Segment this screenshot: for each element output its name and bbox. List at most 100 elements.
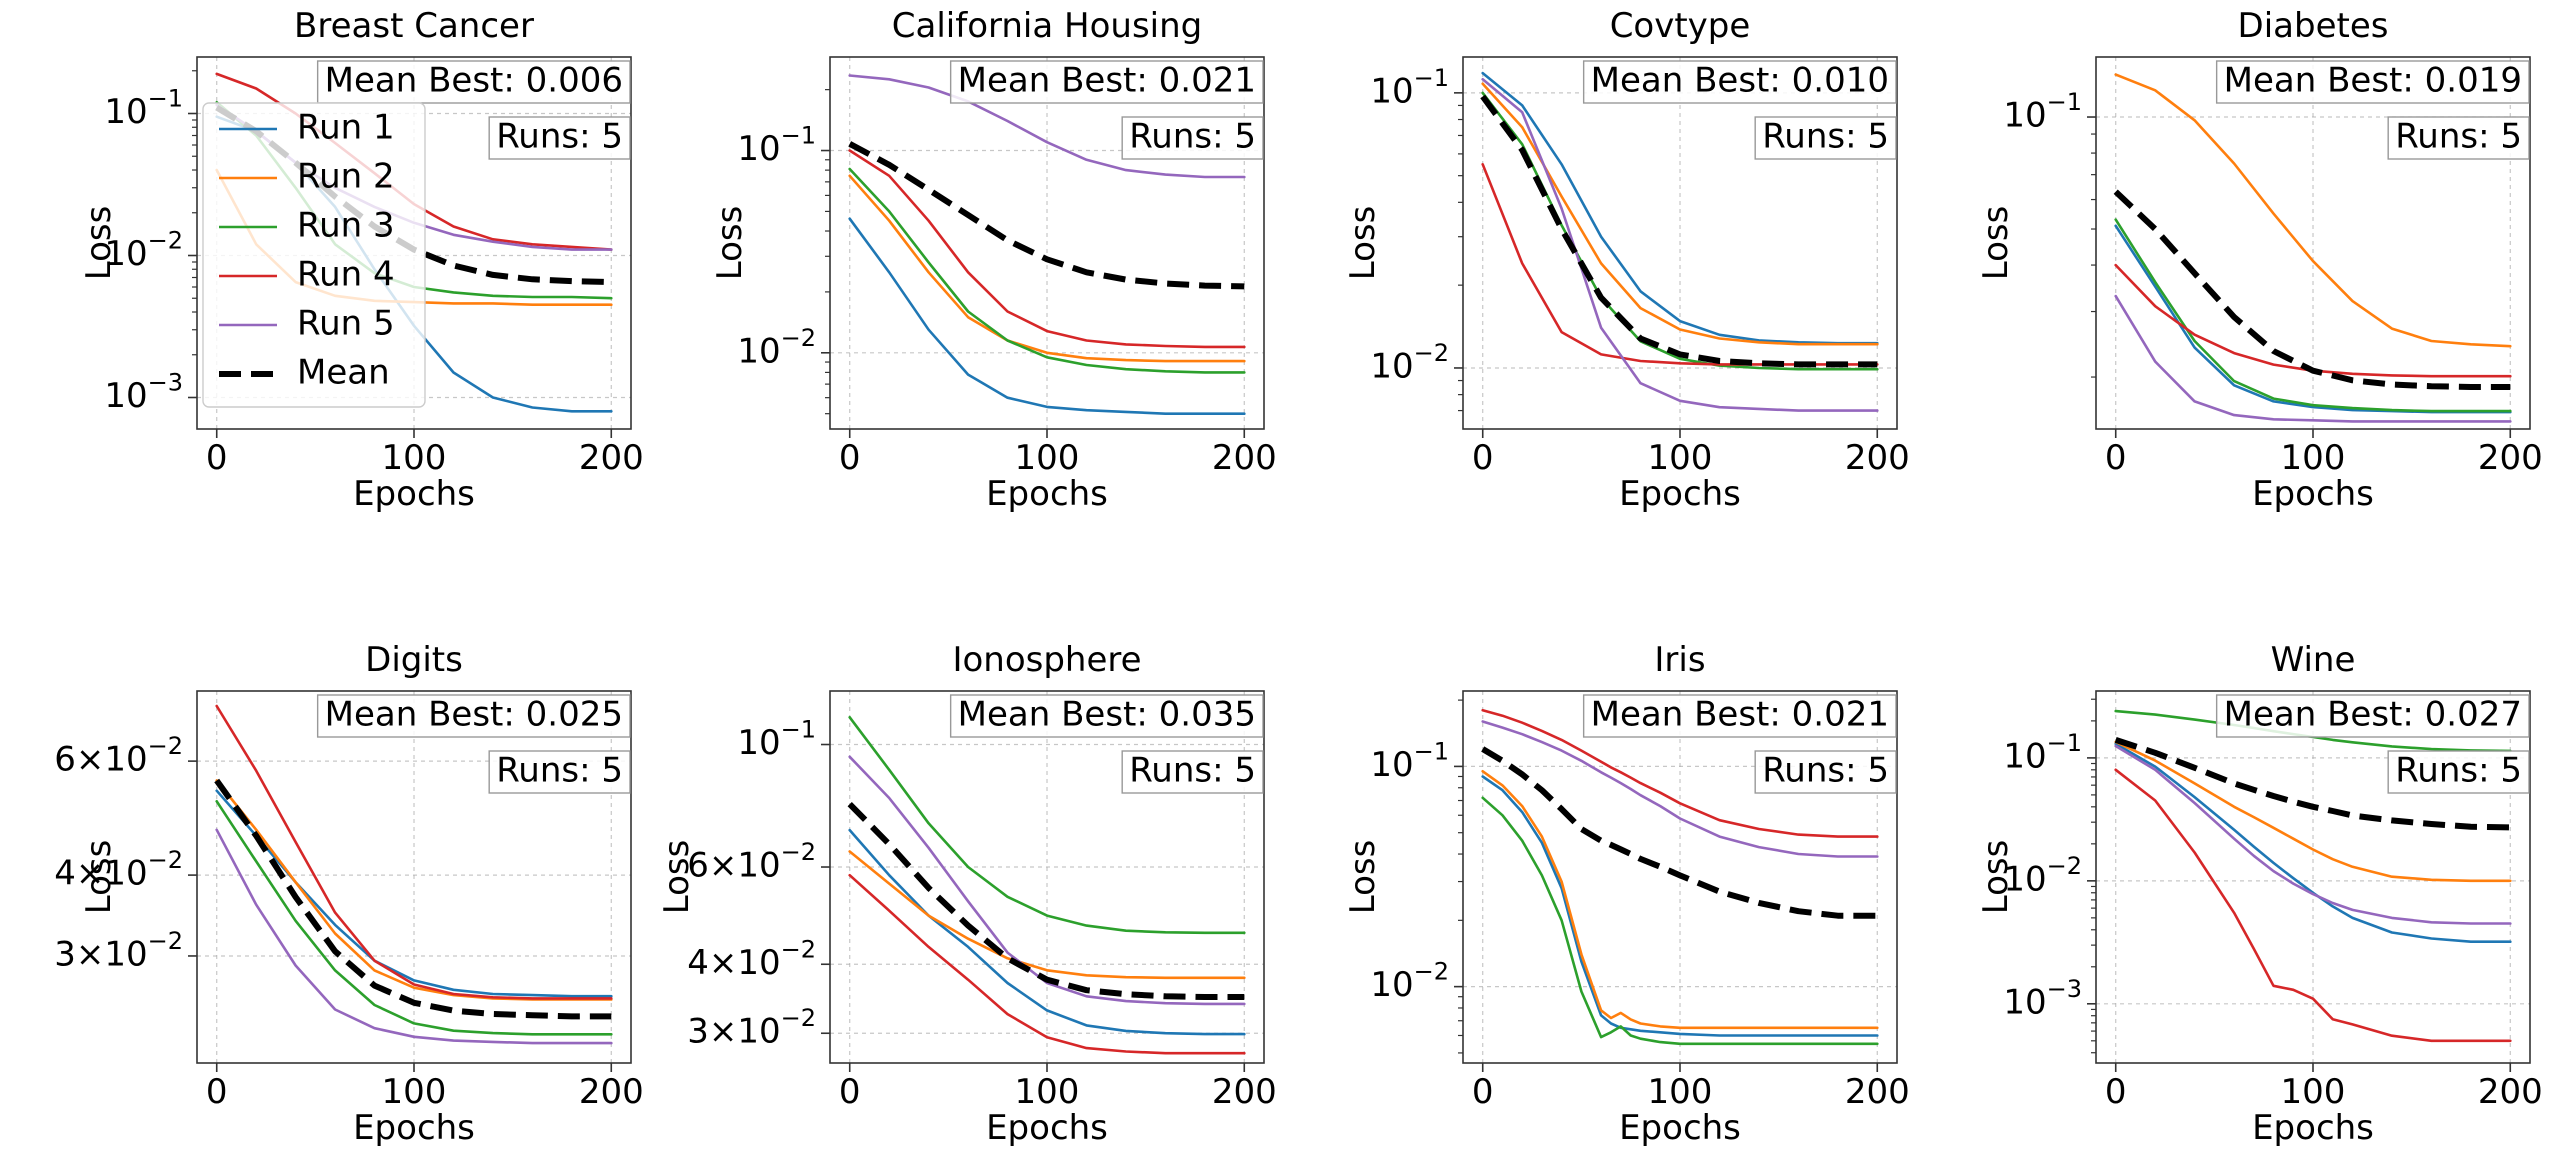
series-line-run-3 — [848, 167, 1246, 374]
y-tick-label: 10−1 — [2003, 88, 2082, 136]
legend-label-run-1: Run 1 — [297, 108, 395, 148]
subplot-title: Wine — [2271, 640, 2356, 680]
x-tick-label: 0 — [1472, 438, 1494, 478]
x-axis-label: Epochs — [2252, 1108, 2374, 1148]
mean-best-annotation: Mean Best: 0.021 — [949, 60, 1264, 104]
legend-label-mean: Mean — [297, 353, 390, 393]
subplot-title: California Housing — [892, 6, 1202, 46]
x-tick-label: 0 — [2105, 438, 2127, 478]
series-line-run-5 — [2114, 294, 2512, 423]
series-line-mean — [1481, 746, 1878, 919]
x-axis-label: Epochs — [986, 1108, 1108, 1148]
y-tick-label: 10−2 — [1370, 958, 1449, 1006]
series-line-run-1 — [2114, 742, 2512, 944]
series-line-run-4 — [848, 873, 1246, 1055]
series-group — [2114, 709, 2512, 1043]
x-tick-label: 200 — [579, 438, 644, 478]
runs-annotation-text: Runs: 5 — [496, 751, 623, 791]
series-line-mean — [2114, 737, 2511, 831]
runs-annotation-text: Runs: 5 — [2395, 117, 2522, 157]
y-tick-exponent: −3 — [2047, 975, 2082, 1003]
y-tick-label: 10−2 — [737, 324, 816, 372]
series-line-run-3 — [848, 715, 1246, 935]
series-line-run-5 — [848, 755, 1246, 1006]
series-line-run-3 — [1481, 796, 1879, 1046]
y-tick-label: 6×10−2 — [54, 732, 183, 780]
x-tick-label: 100 — [2281, 438, 2346, 478]
runs-annotation-text: Runs: 5 — [1129, 751, 1256, 791]
runs-annotation: Runs: 5 — [1754, 116, 1897, 160]
runs-annotation-box — [1754, 750, 1897, 794]
y-tick-exponent: −2 — [148, 227, 183, 255]
runs-annotation: Runs: 5 — [1121, 750, 1264, 794]
y-tick-exponent: −2 — [1414, 958, 1449, 986]
y-tick-label: 10−3 — [104, 368, 183, 416]
y-tick-label: 10−1 — [1370, 64, 1449, 112]
series-line-run-4 — [848, 149, 1246, 349]
mean-best-annotation-text: Mean Best: 0.010 — [1591, 61, 1889, 101]
x-axis-label: Epochs — [2252, 474, 2374, 514]
mean-best-annotation-text: Mean Best: 0.021 — [1591, 695, 1889, 735]
y-tick-exponent: −1 — [781, 122, 816, 150]
mean-best-annotation-text: Mean Best: 0.025 — [325, 695, 623, 735]
runs-annotation: Runs: 5 — [488, 116, 631, 160]
y-axis-label: Loss — [1343, 206, 1383, 281]
series-group — [214, 704, 613, 1045]
runs-annotation-text: Runs: 5 — [2395, 751, 2522, 791]
series-line-run-5 — [2114, 744, 2512, 925]
x-tick-label: 100 — [2281, 1072, 2346, 1112]
runs-annotation: Runs: 5 — [1754, 750, 1897, 794]
mean-best-annotation: Mean Best: 0.010 — [1582, 60, 1897, 104]
runs-annotation: Runs: 5 — [488, 750, 631, 794]
x-tick-label: 0 — [206, 1072, 228, 1112]
series-group — [847, 715, 1246, 1055]
y-tick-exponent: −2 — [781, 838, 816, 866]
series-line-run-5 — [1481, 720, 1879, 858]
y-tick-label: 10−3 — [2003, 975, 2082, 1023]
series-line-run-1 — [848, 217, 1246, 416]
series-group — [848, 74, 1246, 416]
x-tick-label: 100 — [382, 438, 447, 478]
y-tick-exponent: −2 — [781, 324, 816, 352]
subplot-california-housing: 0 100 200 10−2 10−1 California Housing Epochs L… — [710, 6, 1277, 514]
subplot-iris: 0 100 200 10−2 10−1 Iris Epochs Loss Mean Best: … — [1343, 640, 1910, 1148]
legend: Run 1 Run 2 Run 3 Run 4 Run 5 Mean — [202, 102, 426, 408]
mean-best-annotation: Mean Best: 0.006 — [316, 60, 631, 104]
y-axis-label: Loss — [79, 840, 119, 915]
series-line-run-4 — [215, 704, 613, 1000]
y-axis-label: Loss — [657, 840, 697, 915]
x-tick-label: 100 — [1015, 1072, 1080, 1112]
series-group — [1480, 71, 1879, 412]
runs-annotation-box — [488, 750, 631, 794]
y-tick-exponent: −1 — [1414, 64, 1449, 92]
x-tick-label: 0 — [1472, 1072, 1494, 1112]
mean-best-annotation: Mean Best: 0.019 — [2215, 60, 2530, 104]
series-line-run-1 — [848, 828, 1246, 1036]
series-line-run-2 — [1481, 769, 1879, 1030]
series-line-run-2 — [2114, 73, 2512, 348]
series-line-run-4 — [2114, 768, 2512, 1043]
subplot-digits: 0 100 2003×10−24×10−26×10−2DigitsEpochsLos… — [54, 640, 644, 1148]
series-line-run-5 — [848, 74, 1246, 179]
subplot-title: Covtype — [1610, 6, 1751, 46]
series-line-run-5 — [215, 828, 613, 1045]
runs-annotation-box — [1121, 750, 1264, 794]
x-axis-label: Epochs — [986, 474, 1108, 514]
subplot-covtype: 0 100 200 10−2 10−1 Covtype Epochs Loss Mean Bes… — [1343, 6, 1910, 514]
mean-best-annotation-box — [316, 60, 631, 104]
y-tick-exponent: −2 — [781, 1004, 816, 1032]
x-axis-label: Epochs — [1619, 474, 1741, 514]
series-group — [1481, 708, 1879, 1046]
mean-best-annotation: Mean Best: 0.035 — [949, 694, 1264, 738]
subplot-title: Digits — [365, 640, 463, 680]
series-line-run-5 — [1481, 78, 1879, 412]
runs-annotation: Runs: 5 — [2387, 750, 2530, 794]
runs-annotation-text: Runs: 5 — [1762, 751, 1889, 791]
x-tick-label: 0 — [2105, 1072, 2127, 1112]
y-axis-label: Loss — [1976, 840, 2016, 915]
y-tick-exponent: −1 — [781, 716, 816, 744]
runs-annotation: Runs: 5 — [1121, 116, 1264, 160]
subplot-title: Ionosphere — [952, 640, 1141, 680]
